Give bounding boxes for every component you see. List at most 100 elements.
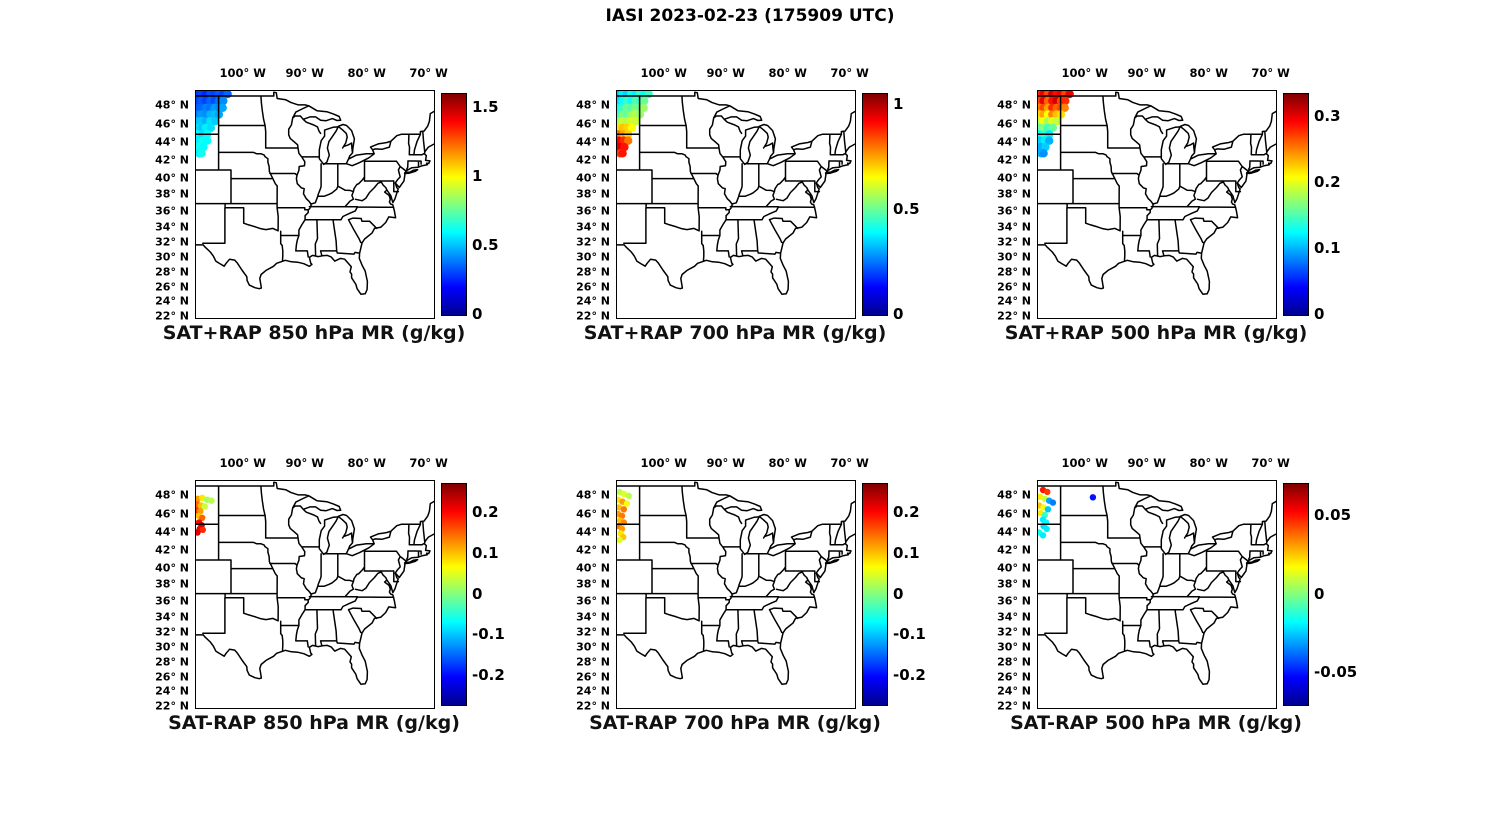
data-point xyxy=(620,490,627,498)
lat-tick-label: 32° N xyxy=(997,625,1031,639)
lat-tick-label: 32° N xyxy=(576,625,610,639)
data-points xyxy=(196,91,232,158)
lat-tick-label: 48° N xyxy=(155,488,189,502)
data-point xyxy=(640,96,649,106)
lat-tick-label: 48° N xyxy=(997,98,1031,112)
lat-tick-label: 38° N xyxy=(576,577,610,591)
lat-tick-label: 36° N xyxy=(997,594,1031,608)
lat-tick-label: 48° N xyxy=(576,98,610,112)
data-points xyxy=(617,488,632,543)
lat-tick-label: 40° N xyxy=(576,171,610,185)
lat-tick-label: 26° N xyxy=(155,280,189,294)
lat-tick-label: 40° N xyxy=(576,561,610,575)
data-point xyxy=(1049,499,1057,506)
colorbar-tick-label: 0.5 xyxy=(472,235,499,254)
map-frame xyxy=(195,480,435,709)
data-point xyxy=(1044,506,1052,513)
lat-tick-label: 40° N xyxy=(997,171,1031,185)
lat-tick-label: 38° N xyxy=(576,187,610,201)
lat-tick-label: 40° N xyxy=(155,171,189,185)
lat-tick-label: 30° N xyxy=(576,640,610,654)
lat-tick-label: 22° N xyxy=(155,309,189,323)
lat-tick-label: 34° N xyxy=(576,610,610,624)
lon-tick-label: 100° W xyxy=(219,456,266,470)
lat-tick-label: 42° N xyxy=(997,153,1031,167)
lat-tick-label: 44° N xyxy=(155,525,189,539)
data-point xyxy=(201,503,208,510)
data-point xyxy=(639,103,648,112)
lon-tick-label: 70° W xyxy=(1251,66,1290,80)
lat-tick-label: 42° N xyxy=(155,153,189,167)
lat-tick-label: 32° N xyxy=(997,235,1031,249)
data-point xyxy=(1039,149,1048,158)
colorbar-tick-label: -0.2 xyxy=(472,666,505,685)
lon-tick-label: 80° W xyxy=(1189,456,1228,470)
lat-tick-label: 26° N xyxy=(576,670,610,684)
lat-tick-label: 36° N xyxy=(576,594,610,608)
data-point xyxy=(199,514,206,521)
colorbar-tick-label: 0.3 xyxy=(1314,107,1341,126)
data-point xyxy=(632,117,641,126)
lat-tick-label: 44° N xyxy=(155,135,189,149)
lat-tick-label: 32° N xyxy=(155,235,189,249)
map-frame xyxy=(616,480,856,709)
colorbar xyxy=(441,483,467,706)
lat-tick-label: 38° N xyxy=(155,187,189,201)
colorbar-tick-label: 1 xyxy=(472,166,483,185)
lat-tick-label: 30° N xyxy=(997,250,1031,264)
data-point xyxy=(208,497,215,504)
data-point xyxy=(1045,136,1054,145)
lat-tick-label: 46° N xyxy=(997,117,1031,131)
data-point xyxy=(1048,123,1058,132)
lon-tick-label: 80° W xyxy=(347,456,386,470)
lat-tick-label: 48° N xyxy=(576,488,610,502)
colorbar-tick-label: -0.1 xyxy=(472,625,505,644)
lat-tick-label: 36° N xyxy=(576,204,610,218)
lat-tick-label: 22° N xyxy=(155,699,189,713)
colorbar-tick-label: 0 xyxy=(472,305,483,323)
lat-tick-label: 26° N xyxy=(997,280,1031,294)
colorbar-tick-label: 0.1 xyxy=(472,543,499,562)
data-point xyxy=(199,494,206,501)
data-points xyxy=(617,91,653,158)
state-boundaries xyxy=(1038,91,1276,295)
lat-tick-label: 44° N xyxy=(997,525,1031,539)
data-point xyxy=(199,526,206,533)
lat-tick-label: 22° N xyxy=(576,309,610,323)
lon-tick-label: 80° W xyxy=(1189,66,1228,80)
lat-tick-label: 36° N xyxy=(155,594,189,608)
colorbar xyxy=(1283,483,1309,706)
lon-tick-label: 70° W xyxy=(409,66,448,80)
panel-title: SAT+RAP 500 hPa MR (g/kg) xyxy=(1004,322,1308,344)
lat-tick-label: 48° N xyxy=(155,98,189,112)
us-map xyxy=(617,91,855,295)
data-point xyxy=(617,536,623,543)
lat-tick-label: 26° N xyxy=(997,670,1031,684)
lat-tick-label: 30° N xyxy=(155,640,189,654)
data-point xyxy=(623,500,631,507)
panel-title: SAT+RAP 850 hPa MR (g/kg) xyxy=(162,322,466,344)
colorbar-tick-label: -0.05 xyxy=(1314,663,1358,682)
data-point xyxy=(197,149,206,158)
lon-tick-label: 90° W xyxy=(285,66,324,80)
lat-tick-label: 46° N xyxy=(155,507,189,521)
lat-tick-label: 34° N xyxy=(997,220,1031,234)
lon-tick-label: 90° W xyxy=(285,456,324,470)
lat-tick-label: 40° N xyxy=(155,561,189,575)
colorbar-tick-label: 1 xyxy=(893,94,904,113)
data-point xyxy=(627,123,637,132)
lat-tick-label: 32° N xyxy=(155,625,189,639)
lat-tick-label: 38° N xyxy=(997,577,1031,591)
us-map xyxy=(1038,91,1276,295)
us-map xyxy=(1038,481,1276,685)
colorbar xyxy=(862,483,888,706)
lat-tick-label: 28° N xyxy=(155,655,189,669)
data-points xyxy=(1038,91,1074,158)
panel-sat-plus-rap-850: 100° W 90° W 80° W 70° W 48° N 46° N 44° N 42°… xyxy=(120,52,523,352)
state-boundaries xyxy=(1038,481,1276,685)
lat-tick-label: 24° N xyxy=(155,684,189,698)
lon-tick-label: 80° W xyxy=(768,66,807,80)
data-point xyxy=(625,492,632,499)
lat-tick-label: 34° N xyxy=(997,610,1031,624)
